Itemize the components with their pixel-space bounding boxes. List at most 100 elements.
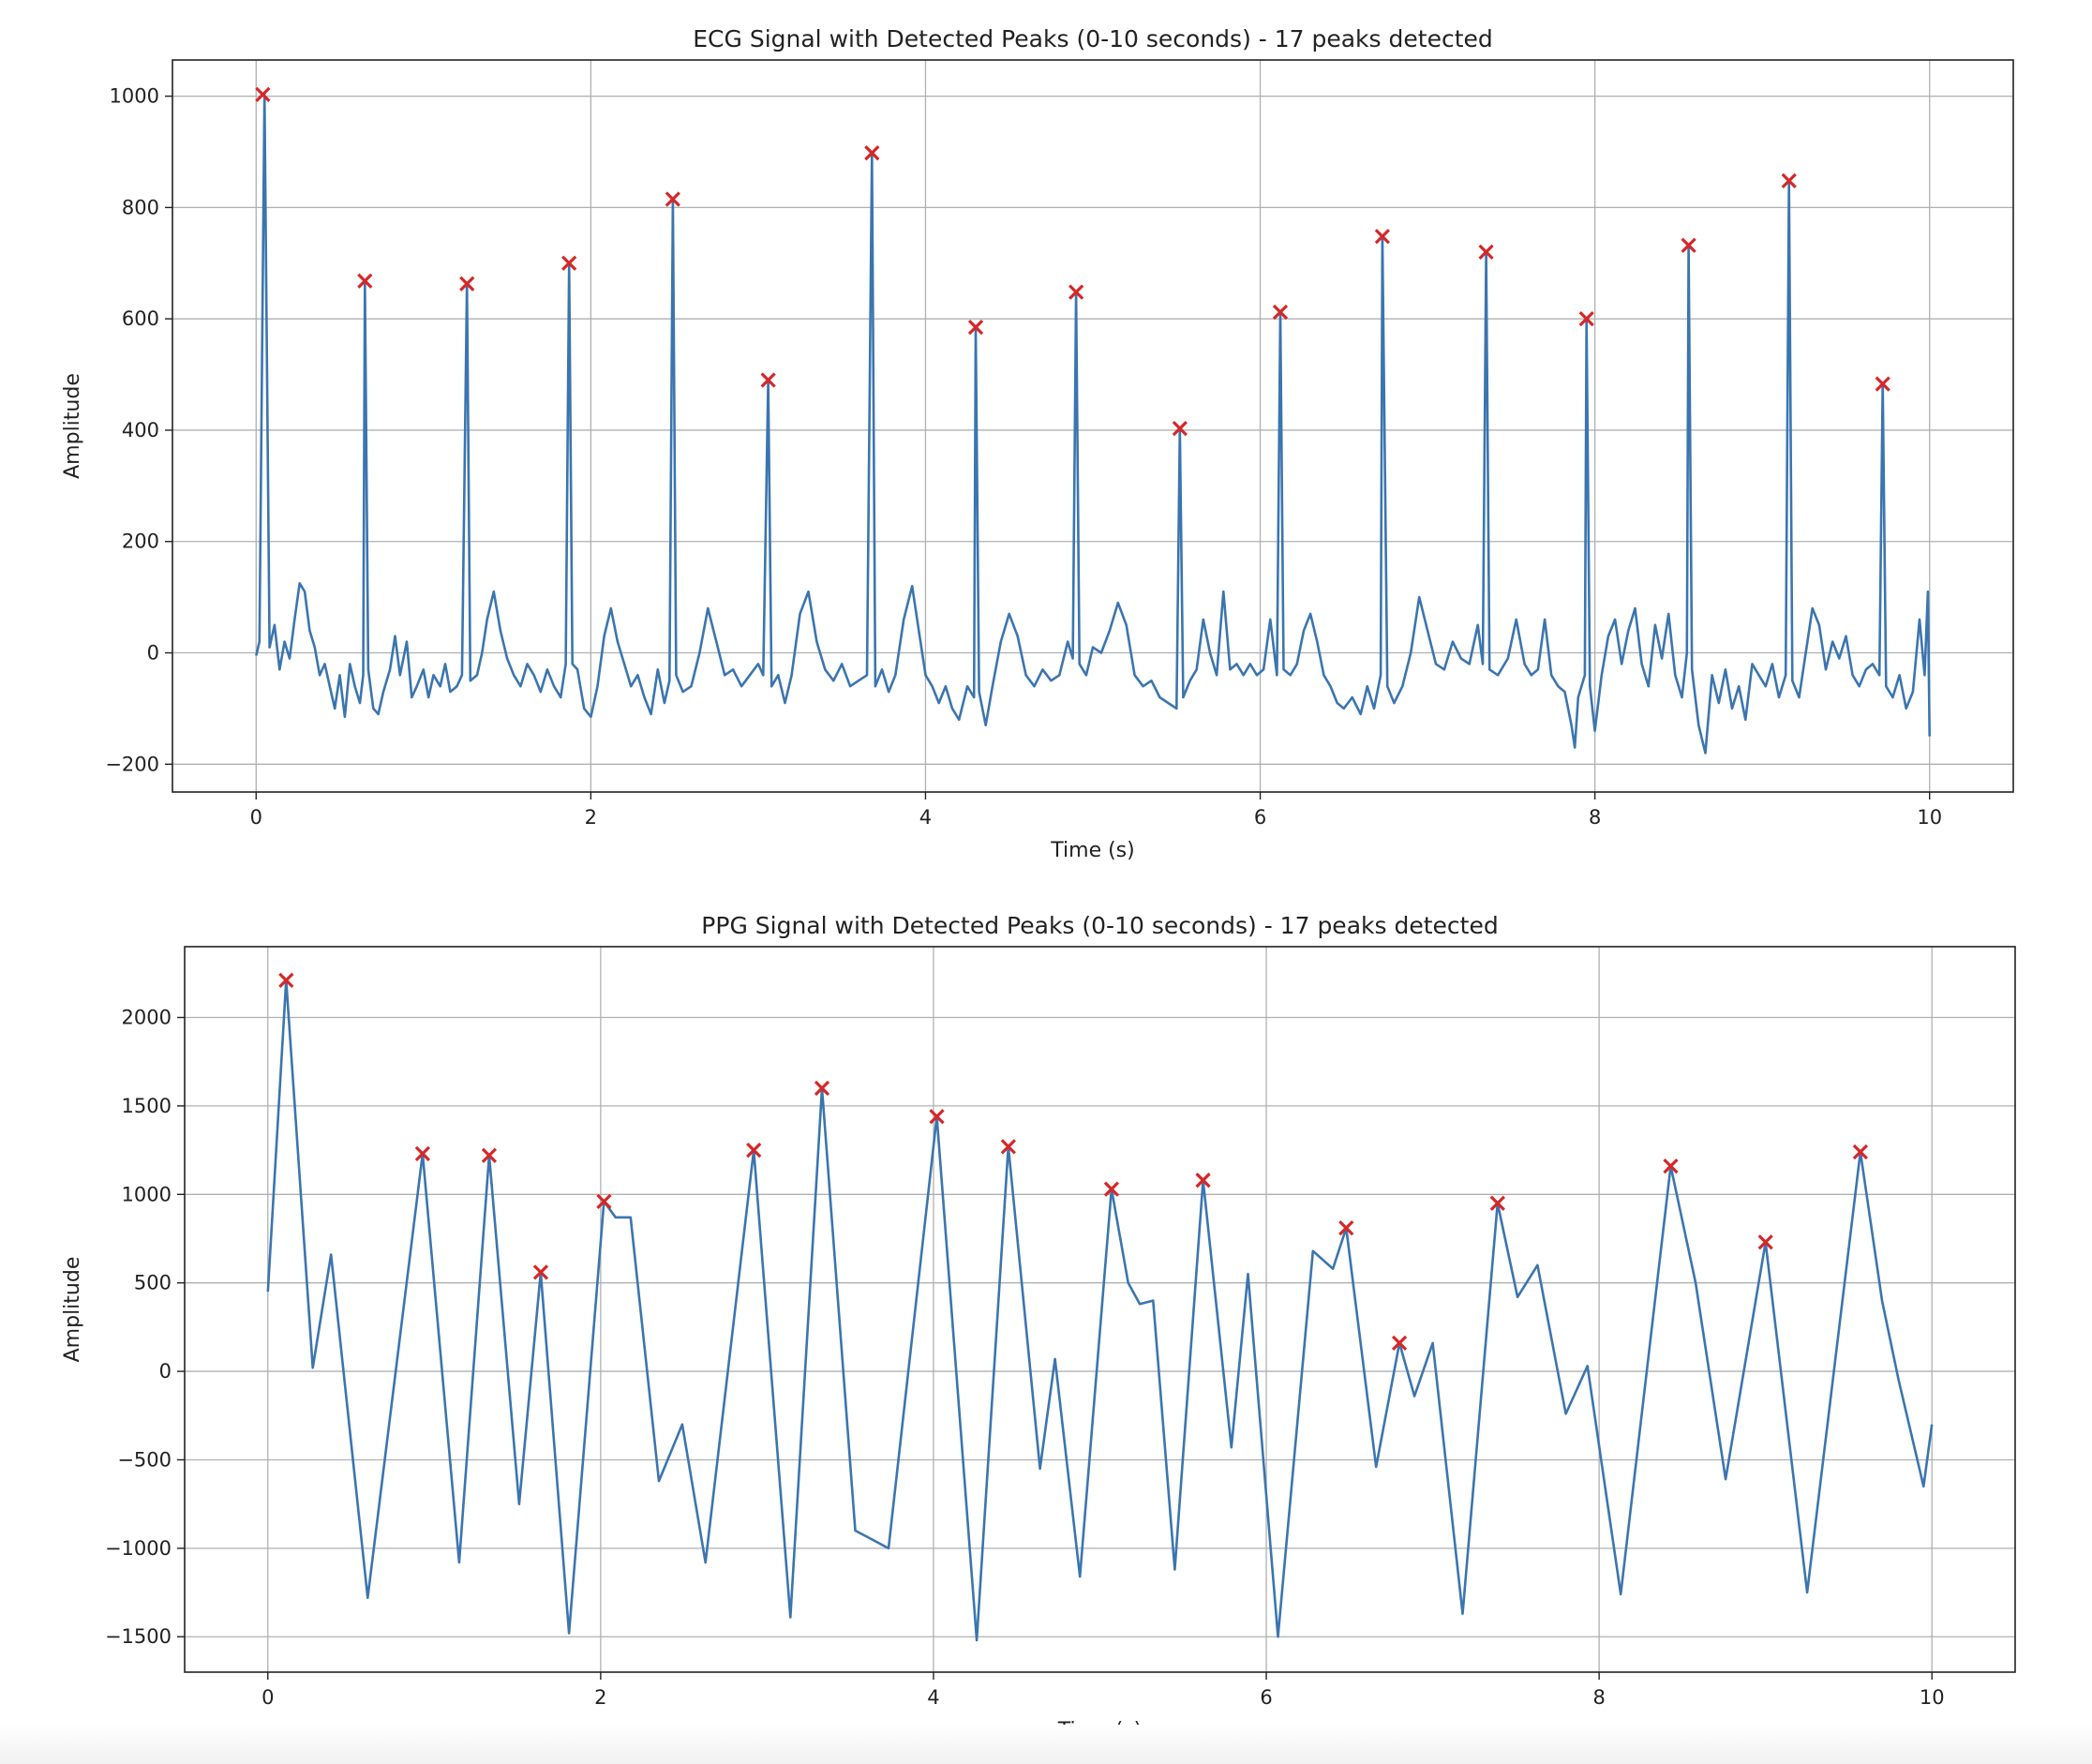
ecg-peak-marker-stroke bbox=[1374, 229, 1391, 245]
ppg-peak-marker-stroke bbox=[414, 1145, 431, 1162]
ecg-peak-marker-stroke bbox=[561, 255, 577, 271]
ppg-peak-marker bbox=[1338, 1220, 1354, 1236]
ppg-peak-marker bbox=[532, 1264, 549, 1280]
ppg-peak-marker bbox=[414, 1145, 431, 1162]
ppg-x-tick-label: 0 bbox=[262, 1686, 274, 1709]
ecg-peak-marker-stroke bbox=[665, 191, 680, 207]
ecg-peak-marker-stroke bbox=[1875, 376, 1890, 392]
ecg-peak-marker bbox=[665, 191, 680, 207]
ecg-peak-marker bbox=[1781, 172, 1797, 189]
ppg-peak-marker-stroke bbox=[532, 1264, 549, 1280]
ppg-peak-marker bbox=[1757, 1234, 1773, 1250]
ppg-peak-marker-stroke bbox=[814, 1080, 830, 1097]
ppg-y-tick-label: −1500 bbox=[105, 1625, 172, 1648]
ppg-x-tick-label: 6 bbox=[1260, 1686, 1272, 1709]
ppg-x-tick-label: 4 bbox=[927, 1686, 939, 1709]
ecg-peak-marker-stroke bbox=[1478, 244, 1494, 261]
ecg-x-tick-label: 10 bbox=[1917, 806, 1942, 829]
ecg-y-tick-label: 1000 bbox=[110, 85, 159, 108]
ppg-y-tick-label: −500 bbox=[117, 1448, 172, 1471]
ppg-peak-marker-stroke bbox=[1391, 1335, 1408, 1351]
ecg-peak-marker bbox=[1681, 237, 1696, 253]
ppg-peak-marker-stroke bbox=[278, 972, 294, 988]
ppg-axes-frame bbox=[184, 946, 2016, 1673]
bottom-fade bbox=[0, 1725, 2092, 1764]
ppg-y-tick-label: −1000 bbox=[105, 1537, 172, 1560]
ecg-peak-marker-stroke bbox=[760, 372, 776, 388]
ecg-peak-marker bbox=[1068, 284, 1084, 300]
ecg-peak-marker-stroke bbox=[864, 145, 880, 161]
ppg-peak-marker bbox=[1391, 1335, 1408, 1351]
ecg-peak-marker-stroke bbox=[1578, 311, 1594, 327]
ecg-peak-marker bbox=[967, 319, 984, 336]
ppg-x-tick-label: 2 bbox=[594, 1686, 606, 1709]
ppg-peak-marker bbox=[929, 1109, 945, 1125]
ppg-peak-marker-stroke bbox=[481, 1147, 498, 1163]
ppg-peak-marker-stroke bbox=[1489, 1195, 1505, 1211]
ecg-peak-marker bbox=[1578, 311, 1594, 327]
ppg-peak-marker bbox=[1852, 1144, 1869, 1160]
ppg-peak-marker bbox=[746, 1142, 762, 1159]
ppg-y-tick-label: 0 bbox=[159, 1360, 172, 1383]
ecg-y-axis-label: Amplitude bbox=[61, 373, 84, 479]
ppg-peak-marker bbox=[1663, 1158, 1679, 1174]
ecg-peak-marker-stroke bbox=[459, 276, 475, 292]
ppg-peak-marker bbox=[596, 1193, 612, 1209]
ecg-x-tick-label: 6 bbox=[1254, 806, 1266, 829]
ppg-peak-marker-stroke bbox=[1663, 1158, 1679, 1174]
ppg-peak-marker-stroke bbox=[596, 1193, 612, 1209]
ecg-signal-line bbox=[255, 93, 1931, 755]
ecg-peak-marker bbox=[1875, 376, 1890, 392]
ecg-peak-marker bbox=[357, 273, 373, 289]
ecg-x-tick-label: 0 bbox=[250, 806, 262, 829]
ecg-peak-marker-stroke bbox=[1172, 421, 1188, 437]
ecg-chart-title: ECG Signal with Detected Peaks (0-10 sec… bbox=[693, 25, 1493, 52]
ppg-y-tick-label: 500 bbox=[134, 1272, 172, 1294]
ppg-x-tick-label: 8 bbox=[1592, 1686, 1605, 1709]
ppg-peak-marker-stroke bbox=[1757, 1234, 1773, 1250]
ppg-peak-marker bbox=[1489, 1195, 1505, 1211]
ecg-peak-marker bbox=[459, 276, 475, 292]
ppg-x-tick-label: 10 bbox=[1920, 1686, 1945, 1709]
ecg-x-tick-label: 8 bbox=[1589, 806, 1601, 829]
ppg-y-tick-label: 2000 bbox=[122, 1007, 172, 1029]
ppg-y-tick-label: 1500 bbox=[122, 1095, 172, 1117]
ppg-peak-marker bbox=[1000, 1139, 1016, 1155]
ppg-chart: 0 2 4 6 8 10 −1500 −1000 −500 0 500 1000 1500 2000 PPG… bbox=[61, 912, 2016, 1742]
ppg-peak-marker bbox=[481, 1147, 498, 1163]
ppg-peak-marker bbox=[1195, 1173, 1211, 1188]
ecg-peak-marker-stroke bbox=[1068, 284, 1084, 300]
ppg-y-axis-label: Amplitude bbox=[61, 1257, 84, 1363]
ecg-peak-marker-stroke bbox=[967, 319, 984, 336]
ecg-peak-marker bbox=[255, 86, 271, 102]
ecg-peak-marker bbox=[1272, 304, 1289, 321]
ppg-peak-marker-stroke bbox=[929, 1109, 945, 1125]
ppg-peak-marker-stroke bbox=[1000, 1139, 1016, 1155]
ecg-peak-marker-stroke bbox=[255, 86, 271, 102]
ecg-peak-marker bbox=[760, 372, 776, 388]
ppg-signal-line bbox=[266, 979, 1934, 1642]
ecg-axes-frame bbox=[172, 59, 2014, 793]
ecg-y-tick-label: 800 bbox=[122, 196, 159, 218]
ecg-y-tick-label: −200 bbox=[105, 753, 159, 775]
ecg-peak-marker bbox=[1374, 229, 1391, 245]
ecg-peak-marker-stroke bbox=[357, 273, 373, 289]
ecg-peak-marker bbox=[864, 145, 880, 161]
ecg-x-axis-label: Time (s) bbox=[1050, 839, 1134, 862]
ppg-peak-marker-stroke bbox=[1338, 1220, 1354, 1236]
ppg-peak-marker bbox=[1103, 1181, 1120, 1197]
ppg-peak-marker bbox=[814, 1080, 830, 1097]
ecg-y-tick-label: 200 bbox=[122, 531, 159, 553]
ppg-peak-marker-stroke bbox=[1103, 1181, 1120, 1197]
ecg-x-tick-label: 4 bbox=[919, 806, 932, 829]
ecg-y-tick-label: 0 bbox=[147, 642, 159, 665]
ecg-peak-marker bbox=[1478, 244, 1494, 261]
ecg-peak-marker-stroke bbox=[1681, 237, 1696, 253]
ecg-y-tick-label: 400 bbox=[122, 419, 159, 441]
ppg-peak-marker-stroke bbox=[1852, 1144, 1869, 1160]
ecg-peak-marker-stroke bbox=[1272, 304, 1289, 321]
ppg-chart-title: PPG Signal with Detected Peaks (0-10 sec… bbox=[701, 912, 1498, 939]
ecg-peak-marker bbox=[561, 255, 577, 271]
ppg-peak-marker-stroke bbox=[1195, 1173, 1211, 1188]
